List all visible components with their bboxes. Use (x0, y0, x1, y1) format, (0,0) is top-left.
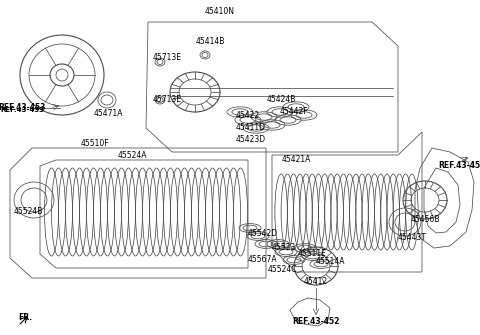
Text: 45414B: 45414B (196, 38, 226, 47)
Text: 45523: 45523 (272, 244, 296, 253)
Text: 45514A: 45514A (316, 258, 346, 267)
Text: 45424B: 45424B (267, 95, 296, 105)
Text: 45423D: 45423D (236, 135, 266, 144)
Text: 45511E: 45511E (298, 250, 327, 259)
Text: 45412: 45412 (304, 277, 328, 286)
Text: 45542D: 45542D (248, 228, 278, 238)
Text: 45422: 45422 (236, 111, 260, 120)
Text: 45442F: 45442F (280, 108, 309, 117)
Text: REF.43-452: REF.43-452 (438, 160, 480, 170)
Text: REF.43-453: REF.43-453 (0, 107, 44, 113)
Text: 45456B: 45456B (410, 215, 440, 224)
Text: FR.: FR. (18, 314, 32, 323)
Text: 45713E: 45713E (153, 95, 182, 105)
Text: 45443T: 45443T (398, 232, 427, 242)
Text: 45713E: 45713E (153, 53, 182, 62)
Text: 45524A: 45524A (118, 151, 147, 160)
Text: 45471A: 45471A (93, 110, 123, 119)
Text: 45411D: 45411D (236, 124, 266, 133)
Text: 45510F: 45510F (81, 138, 109, 147)
Text: 45410N: 45410N (205, 7, 235, 16)
Text: 45421A: 45421A (282, 155, 312, 164)
Text: 45567A: 45567A (248, 256, 277, 265)
Text: 45524B: 45524B (13, 207, 43, 216)
Text: REF.43-453: REF.43-453 (0, 104, 46, 113)
Text: REF.43-452: REF.43-452 (292, 318, 340, 327)
Text: 45524C: 45524C (268, 266, 298, 274)
